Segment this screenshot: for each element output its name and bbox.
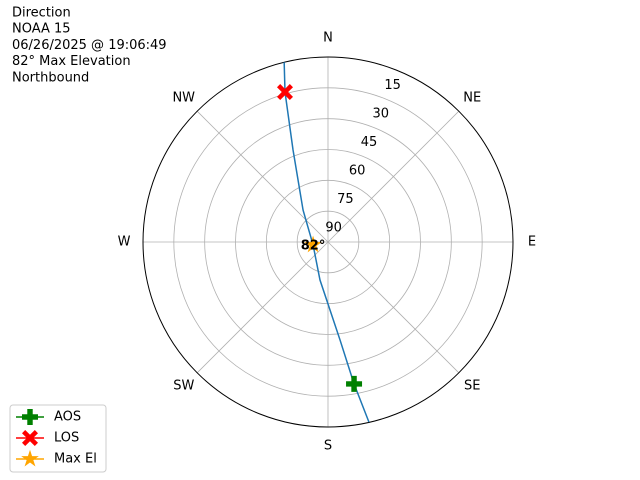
r-tick-label: 75 [337,192,354,207]
r-tick-label: 15 [384,78,401,93]
legend-box [9,404,107,473]
grid-spoke [196,241,329,374]
legend-marker [22,409,38,425]
theta-tick-label: S [324,439,332,454]
annotation: 82° [301,238,326,253]
theta-tick-label: NE [463,90,481,105]
marker-star [304,235,322,253]
theta-tick-label: SW [173,379,194,394]
polar-frame [142,56,514,428]
grid-spoke [327,110,460,243]
theta-tick-label: E [528,235,536,250]
title-line: 82° Max Elevation [12,54,131,69]
r-tick-label: 60 [349,163,366,178]
title-line: Northbound [12,70,89,85]
theta-tick-label: N [323,31,333,46]
theta-tick-label: NW [172,90,195,105]
r-tick-label: 30 [373,106,390,121]
r-tick-label: 90 [325,220,342,235]
legend-label: LOS [54,431,79,446]
marker-plus [346,375,363,392]
legend-label: Max El [54,452,97,467]
legend-marker [21,449,39,467]
grid-spoke [196,110,329,243]
legend-marker [22,430,38,446]
title-line: 06/26/2025 @ 19:06:49 [12,38,167,53]
title-line: Direction [12,6,71,21]
title-line: NOAA 15 [12,22,71,37]
theta-tick-label: W [118,235,131,250]
marker-x [276,84,293,101]
legend-label: AOS [54,410,81,425]
r-tick-label: 45 [361,135,378,150]
grid-spoke [327,241,460,374]
theta-tick-label: SE [464,379,480,394]
